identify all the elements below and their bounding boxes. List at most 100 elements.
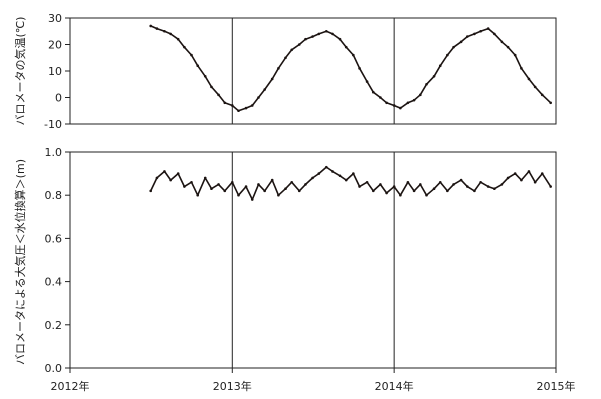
- data-point: [432, 75, 436, 78]
- y-tick-label: 0.2: [45, 319, 63, 332]
- data-point: [520, 178, 523, 182]
- data-point: [533, 180, 537, 184]
- data-point: [230, 180, 234, 184]
- data-point: [163, 170, 166, 173]
- x-tick-label: 2012年: [51, 379, 90, 393]
- data-point: [533, 85, 537, 89]
- data-point: [392, 185, 396, 188]
- pressure-y-axis: 0.0 0.2 0.4 0.6 0.8 1.0: [45, 146, 70, 375]
- data-point: [379, 183, 382, 186]
- data-point: [372, 90, 375, 94]
- data-point: [311, 176, 314, 180]
- data-point: [385, 191, 388, 195]
- x-tick-label: 2014年: [375, 379, 414, 393]
- data-point: [203, 75, 207, 78]
- y-tick-label: 20: [48, 39, 62, 52]
- data-point: [540, 93, 544, 97]
- data-point: [365, 180, 369, 184]
- data-point: [284, 187, 287, 191]
- data-point: [399, 106, 402, 110]
- data-point: [257, 96, 260, 99]
- data-point: [392, 104, 396, 107]
- year-divider-lines: [231, 18, 395, 124]
- data-point: [277, 67, 280, 70]
- data-point: [459, 40, 463, 44]
- data-point: [217, 93, 220, 97]
- data-point: [257, 183, 260, 186]
- data-point: [203, 176, 207, 180]
- data-point: [466, 35, 469, 38]
- data-point: [412, 98, 416, 102]
- data-point: [486, 185, 490, 188]
- data-point: [473, 189, 476, 193]
- data-point: [331, 170, 334, 173]
- data-point: [419, 183, 422, 186]
- temperature-y-axis-label: バロメータの気温(℃): [13, 17, 27, 126]
- data-point: [513, 53, 517, 57]
- data-point: [263, 189, 266, 193]
- pressure-panel: 0.00.20.40.60.81.0 バロメータによる大気圧＜水位換算＞(m) …: [13, 146, 576, 393]
- data-point: [223, 189, 227, 193]
- data-point: [217, 183, 220, 186]
- data-point: [277, 193, 280, 197]
- data-point: [169, 178, 172, 182]
- y-tick-label: 1.0: [45, 146, 63, 159]
- data-point: [149, 24, 153, 28]
- data-point: [210, 85, 213, 89]
- data-point: [338, 174, 342, 178]
- data-point: [513, 172, 517, 175]
- pressure-series: [149, 165, 552, 201]
- data-point: [438, 180, 442, 184]
- data-point: [425, 193, 428, 197]
- data-point: [352, 172, 355, 175]
- data-point: [304, 37, 307, 41]
- series-line: [149, 166, 552, 201]
- data-point: [270, 77, 274, 81]
- y-tick-label: -10: [44, 118, 62, 131]
- data-point: [493, 32, 496, 36]
- data-point: [486, 27, 490, 30]
- data-point: [290, 48, 294, 52]
- x-tick-label: 2013年: [213, 379, 252, 393]
- temperature-plot-frame: [69, 17, 557, 125]
- data-point: [331, 32, 334, 36]
- data-point: [358, 67, 361, 70]
- data-point: [466, 185, 469, 188]
- data-point: [290, 180, 294, 184]
- data-point: [244, 106, 248, 110]
- data-point: [506, 45, 510, 49]
- data-point: [352, 53, 355, 57]
- data-point: [263, 88, 266, 91]
- pressure-y-axis-label: バロメータによる大気圧＜水位換算＞(m): [13, 159, 27, 365]
- data-point: [155, 27, 159, 30]
- data-point: [163, 29, 166, 33]
- data-point: [176, 172, 180, 175]
- y-tick-label: 0.4: [45, 276, 63, 289]
- data-point: [284, 56, 287, 60]
- data-point: [250, 104, 254, 107]
- data-point: [317, 32, 321, 36]
- data-point: [155, 176, 159, 180]
- data-point: [344, 178, 348, 182]
- data-point: [399, 193, 402, 197]
- data-point: [372, 189, 375, 193]
- data-point: [500, 40, 504, 44]
- data-point: [459, 178, 463, 182]
- data-point: [452, 183, 455, 186]
- data-point: [230, 104, 234, 107]
- data-point: [169, 32, 172, 36]
- data-point: [412, 189, 416, 193]
- x-tick-label: 2015年: [537, 379, 576, 393]
- data-point: [304, 183, 307, 186]
- y-tick-label: 0.6: [45, 232, 63, 245]
- temperature-y-axis: -10 0 10 20 30: [44, 12, 70, 131]
- time-x-axis: 2012年 2013年 2014年 2015年: [51, 368, 576, 393]
- data-point: [452, 45, 455, 49]
- data-point: [438, 64, 442, 67]
- data-point: [237, 193, 240, 197]
- data-point: [425, 82, 428, 86]
- data-point: [479, 29, 482, 33]
- data-point: [311, 35, 314, 38]
- data-point: [379, 96, 382, 99]
- data-point: [297, 43, 301, 46]
